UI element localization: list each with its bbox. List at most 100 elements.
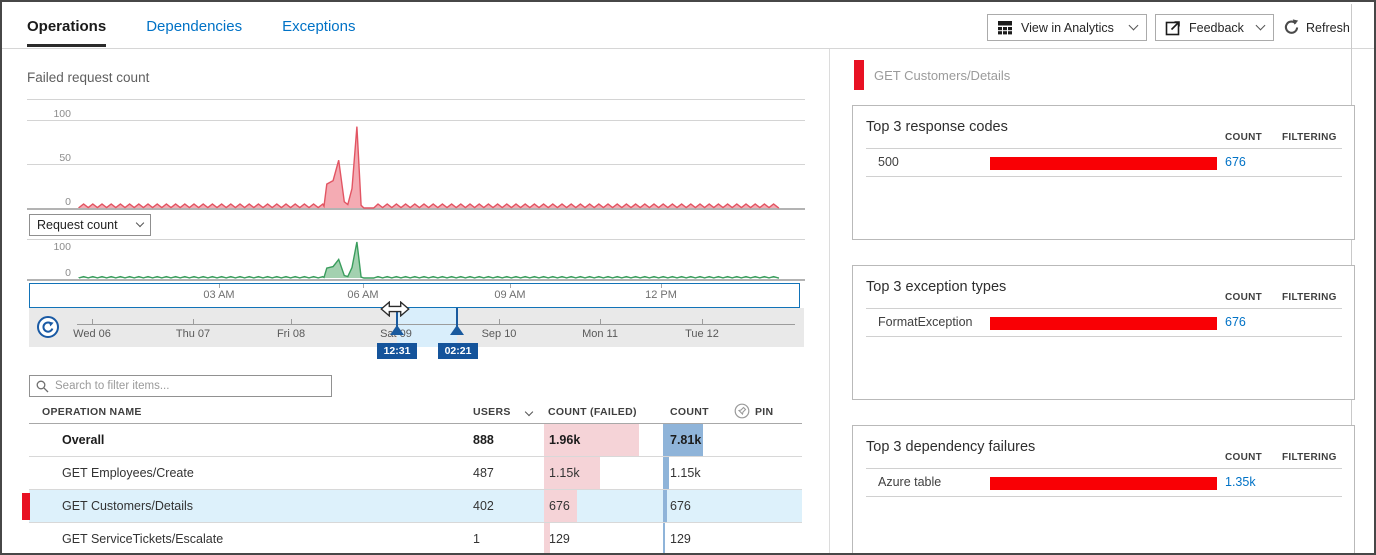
tab-exceptions[interactable]: Exceptions bbox=[282, 18, 356, 35]
search-input[interactable] bbox=[55, 380, 325, 392]
card-title: Top 3 exception types bbox=[866, 279, 1007, 295]
day-label: Wed 06 bbox=[73, 328, 111, 340]
chevron-down-icon bbox=[1128, 20, 1139, 31]
brush-start-time-label[interactable]: 12:31 bbox=[377, 343, 417, 359]
analytics-grid-icon bbox=[998, 21, 1012, 35]
col-header-count: COUNT bbox=[1225, 292, 1263, 303]
users-value: 888 bbox=[473, 433, 494, 447]
refresh-icon bbox=[1284, 19, 1299, 34]
request-count-series bbox=[78, 241, 780, 279]
feedback-button[interactable]: Feedback bbox=[1155, 14, 1274, 41]
count-link[interactable]: 1.35k bbox=[1225, 475, 1256, 489]
count-bar bbox=[663, 424, 703, 456]
metric-dropdown-label: Request count bbox=[37, 218, 118, 232]
count-bar bbox=[990, 477, 1217, 490]
failed-count-bar bbox=[544, 523, 551, 553]
card-top-response-codes: Top 3 response codes COUNT FILTERING 500… bbox=[852, 105, 1355, 240]
brush-handle-start[interactable] bbox=[396, 308, 398, 335]
divider bbox=[866, 496, 1342, 497]
y-tick: 100 bbox=[53, 108, 71, 120]
count-bar bbox=[990, 157, 1217, 170]
feedback-label: Feedback bbox=[1189, 20, 1244, 35]
selected-time-range-box[interactable]: 03 AM 06 AM 09 AM 12 PM bbox=[29, 283, 800, 308]
time-brush[interactable]: Wed 06 Thu 07 Fri 08 Sat 09 Sep 10 Mon 1… bbox=[29, 301, 804, 347]
search-box[interactable] bbox=[29, 375, 332, 397]
table-row-servicetickets-escalate[interactable]: GET ServiceTickets/Escalate 1 129 129 bbox=[29, 523, 802, 553]
count-link[interactable]: 676 bbox=[1225, 155, 1246, 169]
table-row-customers-details[interactable]: GET Customers/Details 402 676 676 bbox=[29, 490, 802, 523]
count-value: 676 bbox=[670, 499, 691, 513]
gridline-50 bbox=[27, 164, 805, 165]
time-tick bbox=[363, 284, 364, 288]
day-tick bbox=[600, 319, 601, 324]
day-tick bbox=[499, 319, 500, 324]
tab-dependencies[interactable]: Dependencies bbox=[146, 18, 243, 35]
count-value: 129 bbox=[670, 532, 691, 546]
refresh-button[interactable]: Refresh bbox=[1283, 14, 1350, 41]
operation-name: GET Employees/Create bbox=[62, 466, 194, 480]
card-top-dependency-failures: Top 3 dependency failures COUNT FILTERIN… bbox=[852, 425, 1355, 553]
reset-zoom-button[interactable] bbox=[36, 315, 60, 339]
brush-handle-end-grip[interactable] bbox=[450, 325, 464, 335]
col-header-filtering: FILTERING bbox=[1282, 132, 1337, 143]
brush-handle-end[interactable] bbox=[456, 308, 458, 335]
chevron-down-icon bbox=[135, 218, 145, 228]
pin-icon[interactable] bbox=[734, 403, 750, 419]
sort-chevron-icon[interactable] bbox=[524, 407, 534, 417]
day-label: Tue 12 bbox=[685, 328, 719, 340]
response-code-label: 500 bbox=[878, 155, 899, 169]
count-value: 1.15k bbox=[670, 466, 701, 480]
day-label: Fri 08 bbox=[276, 328, 306, 340]
tab-operations[interactable]: Operations bbox=[27, 18, 107, 47]
exception-type-label: FormatException bbox=[878, 315, 973, 329]
request-count-chart[interactable]: 100 0 bbox=[27, 238, 805, 283]
y-tick: 0 bbox=[65, 196, 71, 208]
operations-table: Overall 888 1.96k 7.81k GET Employees/Cr… bbox=[29, 424, 802, 553]
external-link-icon bbox=[1165, 20, 1180, 35]
refresh-label: Refresh bbox=[1306, 20, 1350, 35]
count-bar bbox=[663, 523, 665, 553]
day-label: Thu 07 bbox=[175, 328, 211, 340]
day-tick bbox=[193, 319, 194, 324]
col-header-pin[interactable]: PIN bbox=[755, 406, 774, 418]
count-link[interactable]: 676 bbox=[1225, 315, 1246, 329]
view-in-analytics-label: View in Analytics bbox=[1021, 20, 1114, 35]
search-icon bbox=[36, 380, 49, 392]
failed-chart-title: Failed request count bbox=[27, 70, 150, 85]
time-tick bbox=[219, 284, 220, 288]
table-row-employees-create[interactable]: GET Employees/Create 487 1.15k 1.15k bbox=[29, 457, 802, 490]
col-header-count-failed[interactable]: COUNT (FAILED) bbox=[548, 406, 637, 418]
col-header-users[interactable]: USERS bbox=[473, 406, 511, 418]
tab-bar: Operations Dependencies Exceptions bbox=[27, 18, 355, 47]
view-in-analytics-button[interactable]: View in Analytics bbox=[987, 14, 1147, 41]
col-header-filtering: FILTERING bbox=[1282, 452, 1337, 463]
failed-count-bar bbox=[544, 457, 600, 489]
col-header-operation-name[interactable]: OPERATION NAME bbox=[42, 406, 142, 418]
col-header-count: COUNT bbox=[1225, 132, 1263, 143]
table-row-overall[interactable]: Overall 888 1.96k 7.81k bbox=[29, 424, 802, 457]
time-axis-label: 06 AM bbox=[347, 289, 379, 301]
brush-selection[interactable] bbox=[397, 308, 457, 347]
day-label: Mon 11 bbox=[582, 328, 618, 340]
metric-dropdown[interactable]: Request count bbox=[29, 214, 151, 236]
y-tick: 100 bbox=[53, 241, 71, 253]
time-axis-label: 09 AM bbox=[494, 289, 526, 301]
failed-request-chart[interactable]: 100 50 0 bbox=[27, 97, 805, 211]
users-value: 487 bbox=[473, 466, 494, 480]
divider bbox=[866, 468, 1342, 469]
col-header-count[interactable]: COUNT bbox=[670, 406, 709, 418]
users-value: 402 bbox=[473, 499, 494, 513]
gridline-0 bbox=[27, 279, 805, 281]
brush-end-time-label[interactable]: 02:21 bbox=[438, 343, 478, 359]
brush-handle-start-grip[interactable] bbox=[390, 325, 404, 335]
card-title: Top 3 dependency failures bbox=[866, 439, 1036, 455]
time-axis-label: 12 PM bbox=[645, 289, 677, 301]
count-bar bbox=[663, 457, 669, 489]
count-bar bbox=[663, 490, 667, 522]
table-header-divider bbox=[29, 423, 802, 424]
dependency-label: Azure table bbox=[878, 475, 942, 489]
divider bbox=[866, 308, 1342, 309]
y-tick: 50 bbox=[59, 152, 71, 164]
day-tick bbox=[92, 319, 93, 324]
time-tick bbox=[510, 284, 511, 288]
